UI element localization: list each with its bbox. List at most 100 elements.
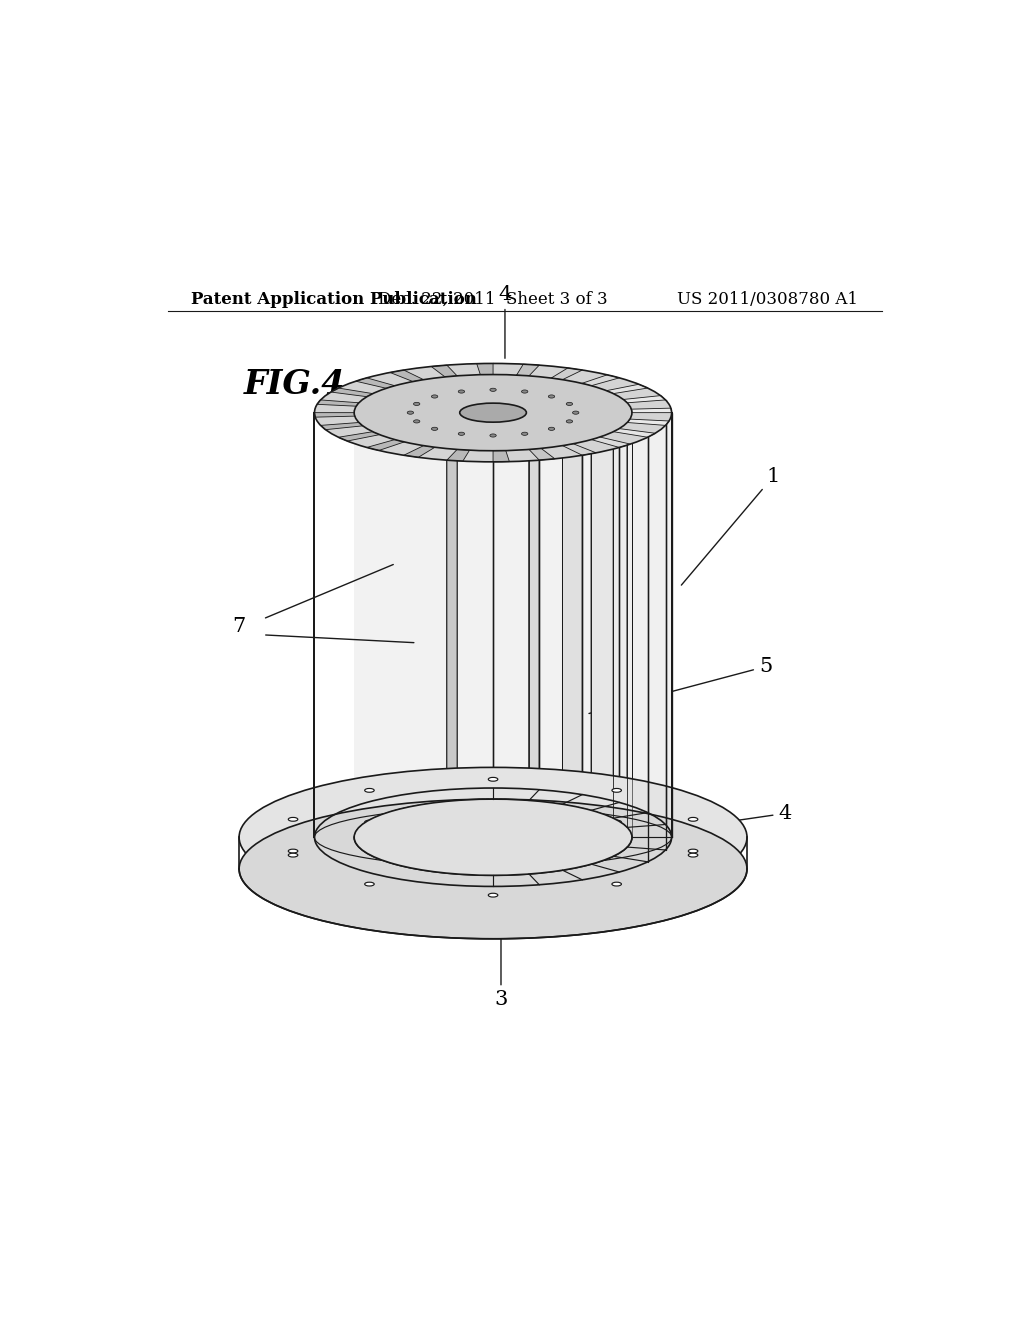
Polygon shape — [494, 450, 509, 462]
Polygon shape — [523, 414, 666, 433]
Ellipse shape — [489, 434, 497, 437]
Polygon shape — [525, 400, 671, 412]
Polygon shape — [373, 417, 466, 434]
Polygon shape — [338, 432, 380, 441]
Polygon shape — [628, 418, 669, 425]
Ellipse shape — [612, 788, 622, 792]
Polygon shape — [403, 367, 481, 404]
Ellipse shape — [459, 389, 465, 393]
Polygon shape — [379, 420, 476, 455]
Polygon shape — [331, 388, 373, 397]
Polygon shape — [613, 432, 648, 862]
Polygon shape — [632, 413, 672, 837]
Text: 3: 3 — [495, 907, 508, 1010]
Ellipse shape — [548, 395, 555, 399]
Polygon shape — [315, 413, 461, 425]
Polygon shape — [418, 421, 484, 461]
Polygon shape — [562, 370, 583, 804]
Polygon shape — [606, 384, 648, 393]
Polygon shape — [499, 375, 529, 404]
Polygon shape — [413, 380, 476, 405]
Polygon shape — [494, 422, 506, 450]
Ellipse shape — [521, 432, 527, 436]
Ellipse shape — [431, 428, 438, 430]
Ellipse shape — [289, 817, 298, 821]
Ellipse shape — [408, 411, 414, 414]
Text: 7: 7 — [232, 618, 246, 636]
Polygon shape — [562, 446, 583, 880]
Polygon shape — [367, 372, 474, 407]
Polygon shape — [424, 421, 479, 447]
Ellipse shape — [460, 403, 526, 422]
Polygon shape — [395, 420, 472, 442]
Polygon shape — [355, 378, 395, 388]
Ellipse shape — [548, 428, 555, 430]
Polygon shape — [529, 449, 555, 461]
Ellipse shape — [688, 849, 697, 853]
Polygon shape — [390, 370, 424, 381]
Ellipse shape — [365, 820, 374, 824]
Polygon shape — [519, 417, 648, 444]
Text: US 2011/0308780 A1: US 2011/0308780 A1 — [677, 290, 858, 308]
Polygon shape — [431, 366, 457, 378]
Polygon shape — [314, 413, 354, 417]
Ellipse shape — [566, 420, 572, 422]
Ellipse shape — [688, 817, 697, 821]
Polygon shape — [529, 366, 540, 800]
Ellipse shape — [489, 388, 497, 391]
Polygon shape — [496, 422, 540, 462]
Polygon shape — [526, 409, 632, 413]
Ellipse shape — [459, 432, 465, 436]
Text: 4: 4 — [694, 804, 792, 826]
Text: 5: 5 — [589, 657, 772, 714]
Polygon shape — [321, 422, 362, 430]
Text: FIG.4: FIG.4 — [244, 368, 345, 401]
Polygon shape — [520, 391, 613, 408]
Ellipse shape — [431, 395, 438, 399]
Polygon shape — [510, 370, 607, 405]
Polygon shape — [582, 375, 620, 385]
Polygon shape — [524, 400, 628, 411]
Polygon shape — [514, 383, 591, 407]
Polygon shape — [628, 400, 666, 828]
Polygon shape — [367, 440, 404, 450]
Polygon shape — [613, 429, 655, 437]
Polygon shape — [522, 388, 660, 409]
Polygon shape — [591, 378, 620, 810]
Text: Patent Application Publication: Patent Application Publication — [191, 290, 477, 308]
Polygon shape — [354, 413, 632, 837]
Ellipse shape — [365, 788, 374, 792]
Polygon shape — [386, 385, 469, 407]
Ellipse shape — [488, 777, 498, 781]
Text: Dec. 22, 2011  Sheet 3 of 3: Dec. 22, 2011 Sheet 3 of 3 — [378, 290, 608, 308]
Polygon shape — [494, 363, 523, 404]
Polygon shape — [529, 449, 540, 884]
Polygon shape — [510, 421, 573, 446]
Polygon shape — [522, 417, 620, 432]
Polygon shape — [624, 396, 666, 403]
Ellipse shape — [488, 809, 498, 813]
Polygon shape — [517, 418, 600, 440]
Text: 1: 1 — [681, 467, 780, 585]
Polygon shape — [358, 414, 462, 426]
Polygon shape — [403, 446, 435, 457]
Polygon shape — [326, 416, 464, 437]
Ellipse shape — [414, 403, 420, 405]
Polygon shape — [347, 418, 469, 447]
Polygon shape — [367, 393, 464, 409]
Polygon shape — [507, 378, 562, 404]
Ellipse shape — [488, 894, 498, 898]
Polygon shape — [463, 422, 494, 462]
Polygon shape — [457, 422, 487, 450]
Polygon shape — [632, 408, 672, 413]
Ellipse shape — [240, 799, 748, 939]
Ellipse shape — [289, 853, 298, 857]
Polygon shape — [338, 381, 467, 408]
Ellipse shape — [354, 375, 632, 450]
Ellipse shape — [566, 403, 572, 405]
Polygon shape — [526, 413, 672, 421]
Polygon shape — [502, 366, 568, 404]
Ellipse shape — [365, 882, 374, 886]
Polygon shape — [505, 421, 583, 459]
Polygon shape — [591, 437, 631, 447]
